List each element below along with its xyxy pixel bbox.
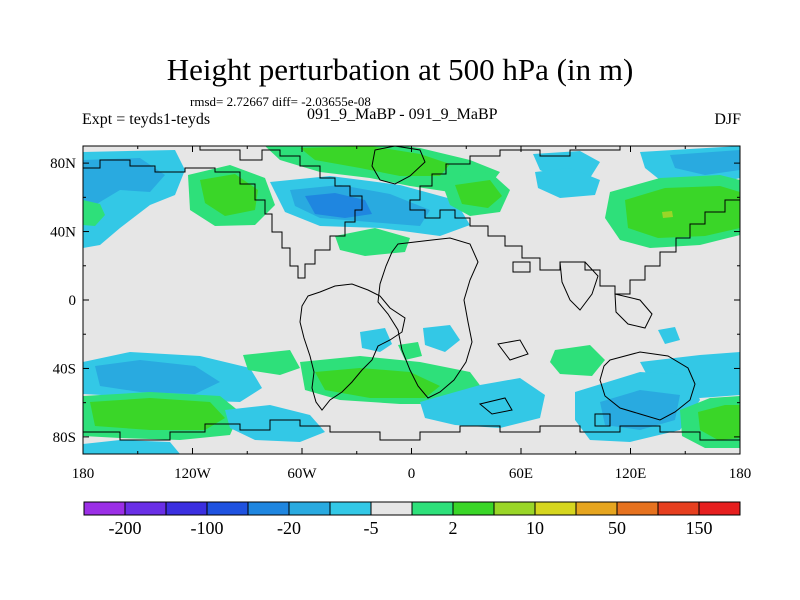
coastline-india [559,261,599,311]
colorbar-swatch [493,501,536,516]
contour-positive-core [625,186,740,238]
colorbar-label: -5 [364,518,379,538]
y-tick-label: 0 [69,293,77,309]
contour-positive-band [243,350,300,375]
contour-positive-band [335,228,410,256]
colorbar-swatch [165,501,208,516]
colorbar-swatch [411,501,454,516]
colorbar-swatch [247,501,290,516]
y-tick-label: 80S [53,430,76,446]
chart-title: Height perturbation at 500 hPa (in m) [166,52,634,87]
contour-negative-band [658,327,680,344]
contour-negative-core [83,158,165,205]
x-axis: 180 120W 60W 0 60E 120E 180 [72,146,752,482]
colorbar-label: 2 [449,518,458,538]
x-tick-label: 180 [729,466,752,482]
contour-negative-band [535,168,600,198]
colorbar-swatch [534,501,577,516]
colorbar-swatch [370,501,413,516]
y-axis: 80N 40N 0 40S 80S [50,156,740,446]
contour-positive-band [83,200,105,226]
contour-positive-core [455,180,502,208]
contour-positive-peak [662,211,673,218]
contour-positive-core [300,146,450,176]
colorbar: -200 -100 -20 -5 2 10 50 150 [83,501,741,538]
coastline-south-america [299,283,406,411]
contour-negative-band [360,328,392,352]
colorbar-label: -20 [277,518,301,538]
colorbar-swatch [288,501,331,516]
coastline-eurasia [409,146,740,295]
x-tick-label: 180 [72,466,95,482]
coastline-antarctica [83,419,740,441]
colorbar-swatch [616,501,659,516]
contour-negative-core [95,360,220,394]
colorbar-swatch [124,501,167,516]
colorbar-swatch [452,501,495,516]
coastline-australia [599,351,696,421]
colorbar-swatch [698,501,741,516]
contour-positive-core [90,398,225,430]
contour-positive-core [315,368,440,398]
contour-positive-band [550,345,605,376]
colorbar-swatch [83,501,126,516]
x-tick-label: 60W [287,466,317,482]
coastline-islands [478,261,611,427]
x-tick-label: 120E [615,466,647,482]
coastline-southeast-asia [614,293,653,329]
y-tick-label: 40S [53,361,76,377]
colorbar-label: -200 [109,518,142,538]
colorbar-label: 10 [526,518,544,538]
coastline-greenland [371,146,426,185]
contour-negative-band [225,405,325,442]
x-tick-label: 0 [408,466,416,482]
contour-negative-band [423,325,460,352]
colorbar-swatch [657,501,700,516]
colorbar-label: -100 [191,518,224,538]
contour-negative-core [670,150,740,175]
y-tick-label: 80N [50,156,76,172]
season-label: DJF [714,111,741,128]
colorbar-label: 50 [608,518,626,538]
case-label: 091_9_MaBP - 091_9_MaBP [307,106,498,123]
colorbar-label: 150 [686,518,713,538]
colorbar-swatch [575,501,618,516]
colorbar-swatch [206,501,249,516]
x-tick-label: 120W [174,466,212,482]
colorbar-swatch [329,501,372,516]
contour-negative-band [83,440,180,454]
contour-positive-core [698,405,740,440]
coastline-north-america [83,146,363,279]
coastline-africa [377,237,479,399]
x-tick-label: 60E [509,466,533,482]
coastlines [83,146,740,441]
contour-fill [83,146,740,454]
rmsd-diff-stats: rmsd= 2.72667 diff= -2.03655e-08 [190,94,371,109]
experiment-label: Expt = teyds1-teyds [82,111,211,128]
y-tick-label: 40N [50,225,76,241]
